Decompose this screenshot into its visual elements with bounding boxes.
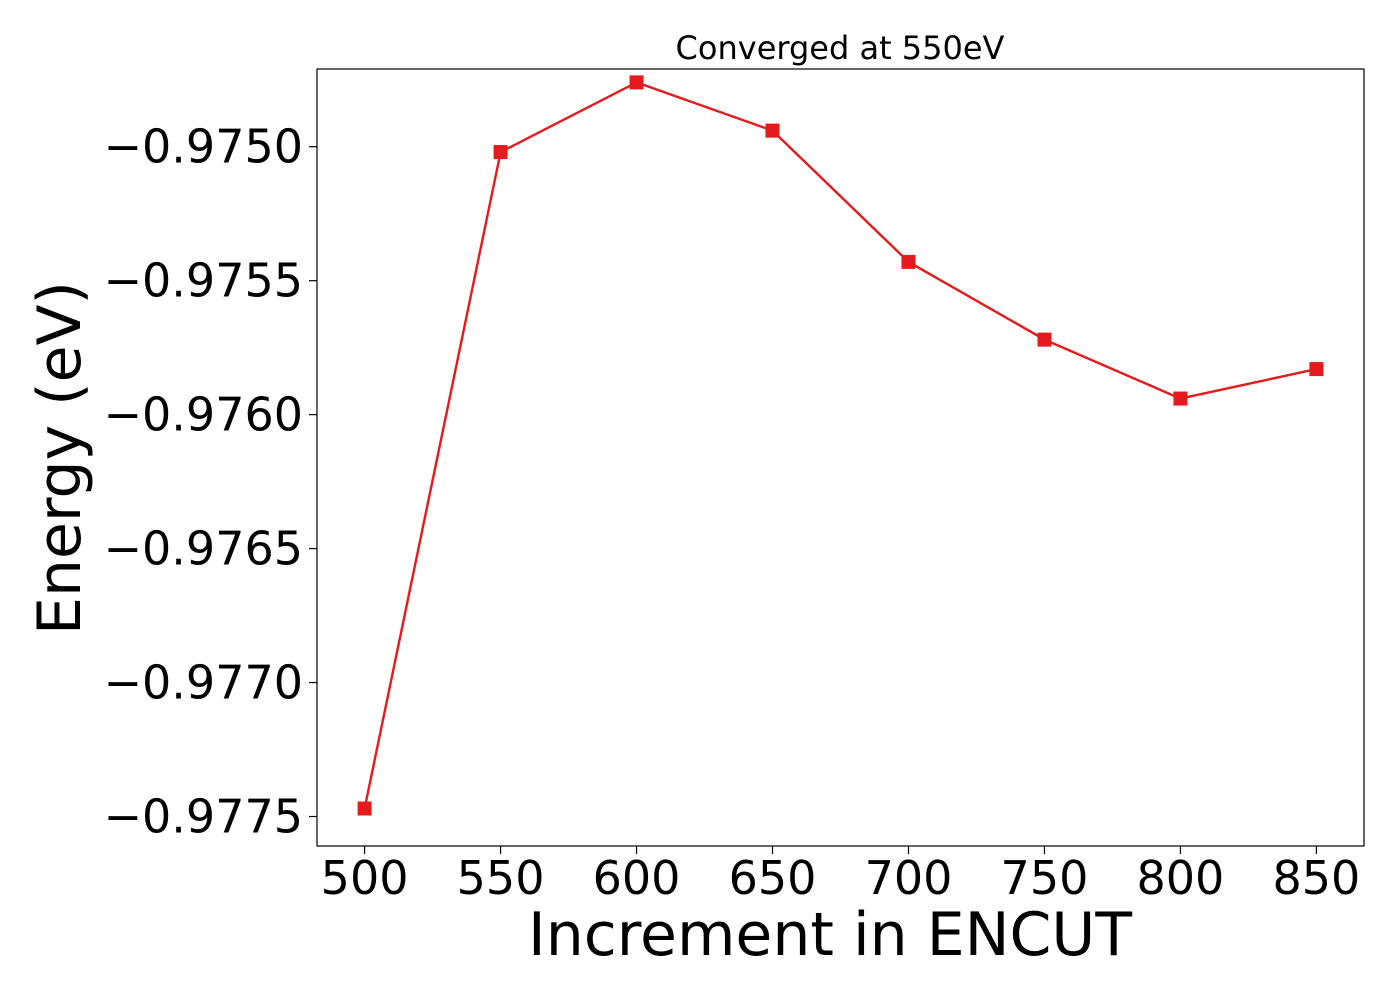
y-axis-label: Energy (eV) (25, 281, 95, 635)
y-tick-label: −0.9755 (104, 254, 304, 308)
y-tick-label: −0.9770 (104, 656, 304, 710)
x-tick-label: 700 (865, 851, 953, 905)
y-tick-label: −0.9750 (104, 120, 304, 174)
data-point-marker (901, 254, 916, 269)
x-tick-label: 500 (321, 851, 409, 905)
x-tick-label: 600 (593, 851, 681, 905)
x-axis-label: Increment in ENCUT (528, 900, 1132, 970)
series-layer (357, 75, 1324, 816)
data-point-marker (1173, 391, 1188, 406)
plot-area (316, 68, 1365, 847)
data-point-marker (357, 801, 372, 816)
x-tick-label: 650 (729, 851, 817, 905)
chart-title: Converged at 550eV (676, 29, 1005, 67)
x-tick-label: 800 (1137, 851, 1225, 905)
data-point-marker (493, 145, 508, 160)
y-tick-label: −0.9765 (104, 522, 304, 576)
data-point-marker (1037, 332, 1052, 347)
x-tick-label: 850 (1273, 851, 1361, 905)
x-axis-ticks: 500 550 600 650 700 750 800 850 (321, 846, 1361, 905)
y-tick-label: −0.9760 (104, 388, 304, 442)
series-line (363, 81, 1317, 809)
y-tick-label: −0.9775 (104, 790, 304, 844)
data-point-marker (1309, 362, 1324, 377)
x-tick-label: 550 (457, 851, 545, 905)
y-axis-ticks: −0.9775 −0.9770 −0.9765 −0.9760 −0.9755 −0.97… (104, 120, 317, 844)
data-point-marker (765, 123, 780, 138)
x-tick-label: 750 (1001, 851, 1089, 905)
data-point-marker (629, 75, 644, 90)
